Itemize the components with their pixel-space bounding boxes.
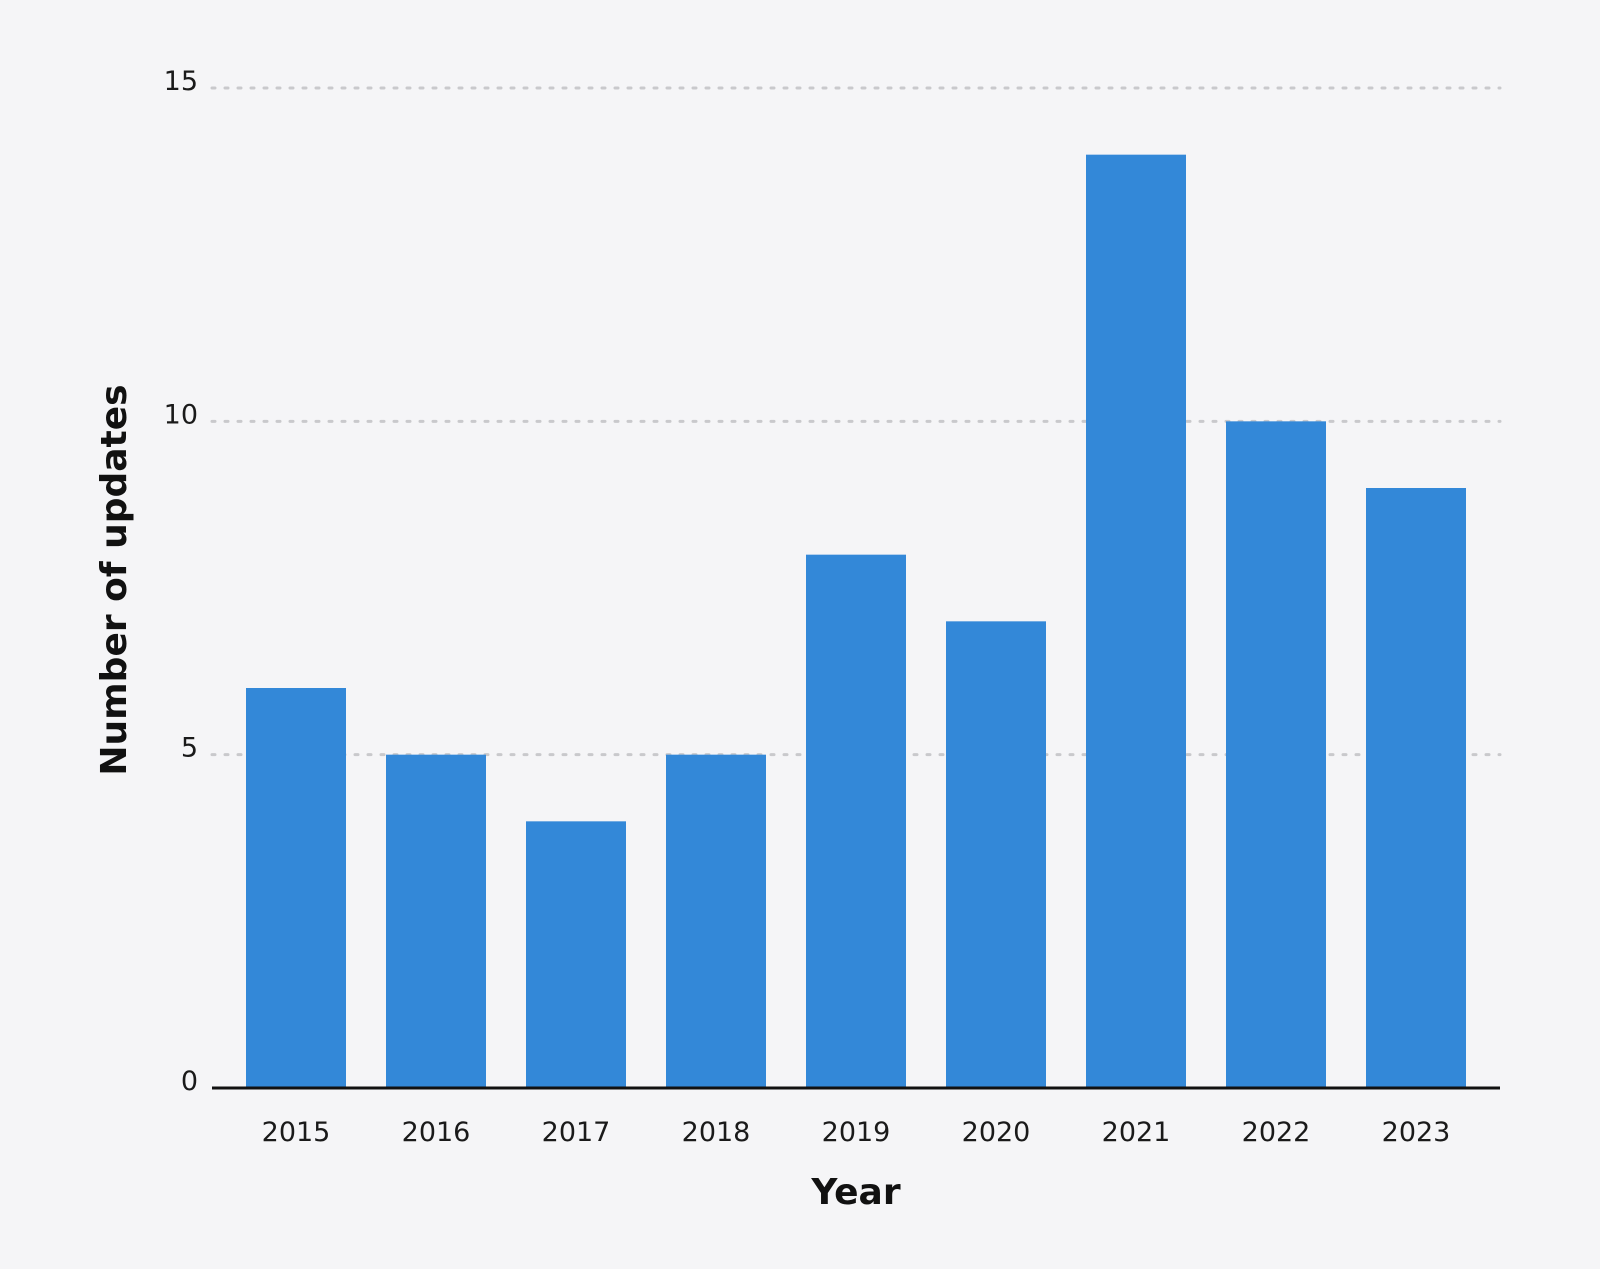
x-tick-2020: 2020 xyxy=(962,1117,1031,1148)
bar-2023 xyxy=(1366,488,1466,1088)
x-tick-2023: 2023 xyxy=(1382,1117,1451,1148)
y-tick-labels: 0 5 10 15 xyxy=(164,66,198,1097)
x-tick-2019: 2019 xyxy=(822,1117,891,1148)
x-tick-2017: 2017 xyxy=(542,1117,611,1148)
bar-2022 xyxy=(1226,421,1326,1088)
y-tick-0: 0 xyxy=(181,1066,198,1097)
x-tick-2015: 2015 xyxy=(262,1117,331,1148)
bar-2015 xyxy=(246,688,346,1088)
bar-2017 xyxy=(526,821,626,1088)
y-tick-5: 5 xyxy=(181,733,198,764)
bar-2018 xyxy=(666,754,766,1088)
y-tick-15: 15 xyxy=(164,66,198,97)
y-tick-10: 10 xyxy=(164,399,198,430)
bar-2020 xyxy=(946,621,1046,1088)
bar-2019 xyxy=(806,554,906,1088)
x-tick-2022: 2022 xyxy=(1242,1117,1311,1148)
x-tick-labels: 2015 2016 2017 2018 2019 2020 2021 2022 2023 xyxy=(262,1117,1451,1148)
x-tick-2021: 2021 xyxy=(1102,1117,1171,1148)
bar-2016 xyxy=(386,754,486,1088)
y-axis-title: Number of updates xyxy=(94,384,135,775)
x-tick-2016: 2016 xyxy=(402,1117,471,1148)
bar-2021 xyxy=(1086,154,1186,1088)
x-tick-2018: 2018 xyxy=(682,1117,751,1148)
x-axis-title: Year xyxy=(810,1172,900,1213)
bars xyxy=(246,154,1466,1088)
